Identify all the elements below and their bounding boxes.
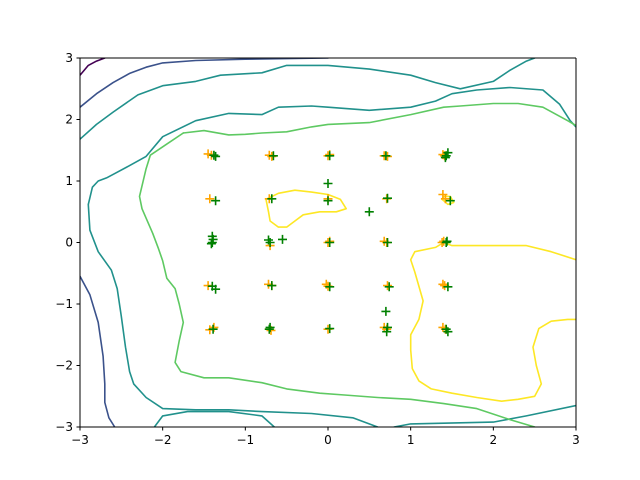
contour-line-4 [393, 404, 576, 427]
x-axis: −3 −2 −1 0 1 2 3 [71, 427, 580, 447]
marker-series-1-point-19 [323, 179, 333, 188]
contour-line-3 [80, 58, 536, 140]
contour-line-13 [409, 241, 576, 402]
x-tick-label: −3 [71, 433, 89, 447]
marker-series-0-point-27 [383, 281, 392, 291]
x-tick-label: 3 [572, 433, 580, 447]
marker-series-1-point-26 [383, 193, 392, 203]
marker-series-1-point-24 [381, 151, 391, 161]
x-tick-label: 1 [407, 433, 415, 447]
contour-line-0 [80, 58, 106, 76]
marker-series-1-point-29 [381, 306, 391, 316]
marker-series-1-point-18 [325, 151, 335, 161]
marker-series-1-point-15 [267, 281, 277, 291]
contour-line-5 [153, 410, 276, 427]
marker-series-1-point-37 [441, 238, 451, 247]
marker-series-0-point-1 [203, 149, 213, 159]
marker-series-1-point-11 [267, 194, 277, 204]
marker-series-1-point-8 [207, 281, 217, 291]
marker-series-1-point-21 [325, 238, 335, 247]
marker-series-1-point-27 [383, 238, 392, 247]
marker-series-1-point-25 [364, 207, 374, 217]
x-tick-label: −1 [236, 433, 254, 447]
marker-series-1-point-40 [443, 327, 453, 337]
contour-line-9 [138, 132, 536, 427]
marker-series-0-point-33 [440, 194, 450, 204]
marker-series-0-point-37 [438, 279, 448, 289]
marker-series-1-point-6 [206, 239, 216, 249]
marker-series-0-point-2 [205, 194, 215, 204]
marker-series-1-point-33 [441, 151, 451, 161]
marker-series-1-point-35 [445, 196, 455, 206]
y-tick-label: −2 [55, 359, 73, 373]
marker-series-1-point-5 [207, 238, 217, 247]
marker-series-1-point-22 [325, 282, 335, 292]
x-tick-label: 2 [490, 433, 498, 447]
contour-line-10 [265, 189, 347, 228]
marker-series-1-point-28 [384, 282, 394, 292]
marker-series-1-point-10 [268, 151, 278, 161]
y-tick-label: −1 [55, 297, 73, 311]
marker-series-1-point-16 [265, 322, 275, 332]
marker-series-1-point-2 [211, 196, 221, 206]
scatter-markers [203, 148, 455, 337]
y-axis: −3 −2 −1 0 1 2 3 [55, 51, 80, 434]
marker-series-1-point-13 [265, 238, 275, 247]
contour-line-7 [87, 203, 379, 427]
contour-line-1 [80, 58, 329, 108]
x-tick-label: 0 [324, 433, 332, 447]
marker-series-1-point-0 [209, 150, 219, 160]
marker-series-1-point-20 [323, 196, 333, 206]
y-tick-label: 2 [65, 113, 73, 127]
contour-line-12 [442, 241, 576, 261]
contour-line-6 [87, 86, 576, 206]
x-tick-label: −2 [154, 433, 172, 447]
marker-series-1-point-34 [440, 153, 450, 163]
contour-lines [80, 58, 576, 427]
marker-series-1-point-38 [443, 282, 453, 292]
y-tick-label: −3 [55, 420, 73, 434]
contour-line-2 [80, 275, 116, 427]
y-tick-label: 0 [65, 236, 73, 250]
marker-series-1-point-23 [325, 324, 335, 334]
marker-series-1-point-14 [278, 234, 287, 244]
y-tick-label: 3 [65, 51, 73, 65]
marker-series-1-point-31 [382, 327, 392, 337]
marker-series-1-point-17 [264, 324, 274, 334]
contour-line-8 [182, 102, 576, 136]
y-tick-label: 1 [65, 174, 73, 188]
marker-series-1-point-1 [211, 151, 221, 161]
marker-series-1-point-9 [208, 324, 218, 334]
